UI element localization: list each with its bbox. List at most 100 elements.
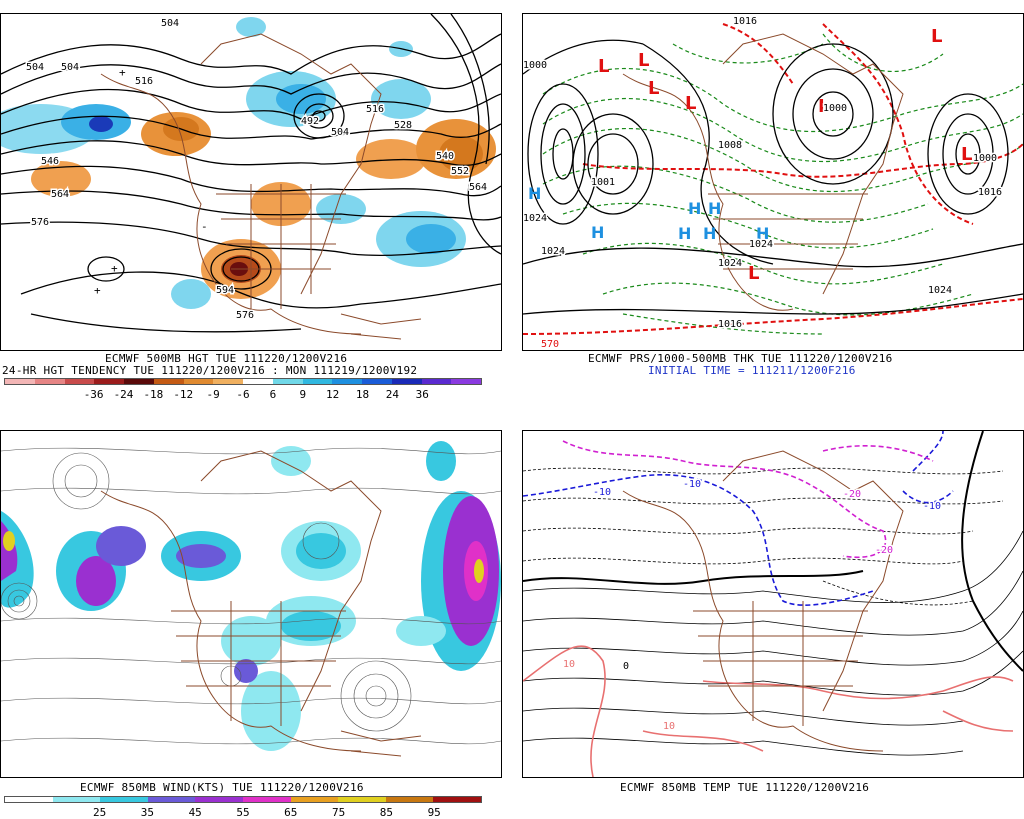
isobar-labels: 1016 1000 1024 1024 1024 1024 1024 1016 … (523, 15, 1004, 332)
colorbar-swatch (242, 797, 291, 802)
svg-text:1000: 1000 (823, 103, 847, 114)
thickness-label-570: 570 (541, 339, 559, 350)
svg-text:564: 564 (51, 189, 69, 200)
svg-text:+: + (119, 66, 126, 79)
colorbar-label: 36 (415, 388, 429, 401)
colorbar-label: 55 (236, 806, 250, 819)
colorbar-label: -12 (173, 388, 194, 401)
colorbar-label: 35 (140, 806, 155, 819)
caption-pressure-main: ECMWF PRS/1000-500MB THK TUE 111220/1200… (588, 352, 893, 365)
colorbar-label: 45 (188, 806, 202, 819)
colorbar-label: 18 (355, 388, 370, 401)
map-500mb: 504 504 504 516 516 546 564 576 504 528 … (1, 14, 501, 340)
svg-text:504: 504 (161, 18, 179, 29)
colorbar-swatch (451, 379, 481, 384)
svg-text:L: L (818, 96, 829, 117)
colorbar-swatch (124, 379, 154, 384)
colorbar-label: 65 (284, 806, 298, 819)
svg-text:1016: 1016 (718, 319, 742, 330)
isobars (523, 39, 1023, 315)
coastlines (622, 33, 904, 311)
svg-text:H: H (678, 224, 691, 243)
svg-text:0: 0 (623, 661, 629, 672)
colorbar-swatch (5, 379, 35, 384)
svg-text:L: L (648, 78, 659, 99)
svg-text:552: 552 (451, 166, 469, 177)
svg-text:+: + (94, 284, 101, 297)
wind-colorbar (4, 796, 482, 803)
svg-text:-20: -20 (875, 545, 893, 556)
svg-text:576: 576 (236, 310, 254, 321)
panel-pressure-thickness: L L L L L L L L H H H H H H H 1016 1000 … (522, 13, 1024, 351)
colorbar-swatch (362, 379, 392, 384)
height-labels: 504 504 504 516 516 546 564 576 504 528 … (25, 17, 489, 323)
svg-text:10: 10 (563, 659, 575, 670)
colorbar-label: 95 (427, 806, 441, 819)
colorbar-swatch (433, 797, 481, 802)
thickness-warm (523, 23, 1023, 335)
thickness-cold (542, 33, 1023, 335)
map-850-wind (1, 441, 501, 757)
high-centers: H H H H H H H (528, 184, 769, 243)
svg-text:1024: 1024 (523, 213, 547, 224)
svg-text:1024: 1024 (541, 246, 565, 257)
colorbar-label: 25 (92, 806, 107, 819)
caption-500mb-main: ECMWF 500MB HGT TUE 111220/1200V216 (105, 352, 348, 365)
svg-text:H: H (688, 199, 701, 218)
colorbar-swatch (147, 797, 196, 802)
map-850-temp: -10 -10 -10 10 10 0 -20 -20 (523, 431, 1023, 777)
svg-text:1008: 1008 (718, 140, 742, 151)
streamlines (1, 447, 501, 745)
temp-minus20-contour (562, 440, 934, 558)
colorbar-swatch (302, 379, 333, 384)
svg-text:-: - (201, 220, 208, 233)
svg-text:1024: 1024 (928, 285, 952, 296)
colorbar-swatch (272, 379, 303, 384)
temp-warm-contours (523, 431, 1023, 756)
colorbar-swatch (94, 379, 124, 384)
svg-text:504: 504 (61, 62, 79, 73)
svg-text:516: 516 (135, 76, 153, 87)
wind-colorbar-labels: 25 35 45 55 65 75 85 95 (4, 806, 482, 819)
svg-text:-10: -10 (923, 501, 941, 512)
svg-text:H: H (591, 223, 604, 242)
colorbar-label: -24 (113, 388, 134, 401)
svg-text:1000: 1000 (523, 60, 547, 71)
svg-text:546: 546 (41, 156, 59, 167)
svg-text:L: L (638, 50, 649, 71)
colorbar-swatch (153, 379, 184, 384)
tendency-colorbar-labels: -36 -24 -18 -12 -9 -6 6 9 12 18 24 36 (4, 388, 482, 402)
colorbar-swatch (5, 797, 53, 802)
svg-text:L: L (685, 93, 696, 114)
svg-text:492: 492 (301, 116, 319, 127)
svg-text:1016: 1016 (733, 16, 757, 27)
colorbar-swatch (183, 379, 214, 384)
colorbar-label: 85 (379, 806, 394, 819)
wind-shading (1, 441, 501, 751)
colorbar-label: 24 (385, 388, 399, 401)
caption-initial-time: INITIAL TIME = 111211/1200F216 (648, 364, 856, 377)
colorbar-swatch (391, 379, 422, 384)
caption-850-temp: ECMWF 850MB TEMP TUE 111220/1200V216 (620, 781, 870, 794)
colorbar-swatch (195, 797, 243, 802)
svg-text:H: H (708, 199, 721, 218)
extrema-marks: + + + - (94, 66, 208, 297)
colorbar-swatch (385, 797, 434, 802)
colorbar-label: 6 (269, 388, 277, 401)
svg-text:L: L (598, 56, 609, 77)
colorbar-swatch (34, 379, 65, 384)
caption-500mb-tendency: 24-HR HGT TENDENCY TUE 111220/1200V216 :… (2, 364, 418, 377)
low-centers: L L L L L L L L (598, 26, 972, 284)
colorbar-label: 75 (331, 806, 346, 819)
temp-cold-contours (523, 467, 1004, 606)
panel-500mb-height: 504 504 504 516 516 546 564 576 504 528 … (0, 13, 502, 351)
panel-850mb-wind (0, 430, 502, 778)
temp-labels: -10 -10 -10 10 10 0 -20 -20 (562, 478, 943, 734)
svg-text:L: L (961, 144, 972, 165)
coastlines (100, 450, 422, 757)
svg-text:594: 594 (216, 285, 234, 296)
colorbar-swatch (213, 379, 243, 384)
coastlines (622, 450, 904, 752)
svg-text:1016: 1016 (978, 187, 1002, 198)
colorbar-swatch (332, 379, 362, 384)
